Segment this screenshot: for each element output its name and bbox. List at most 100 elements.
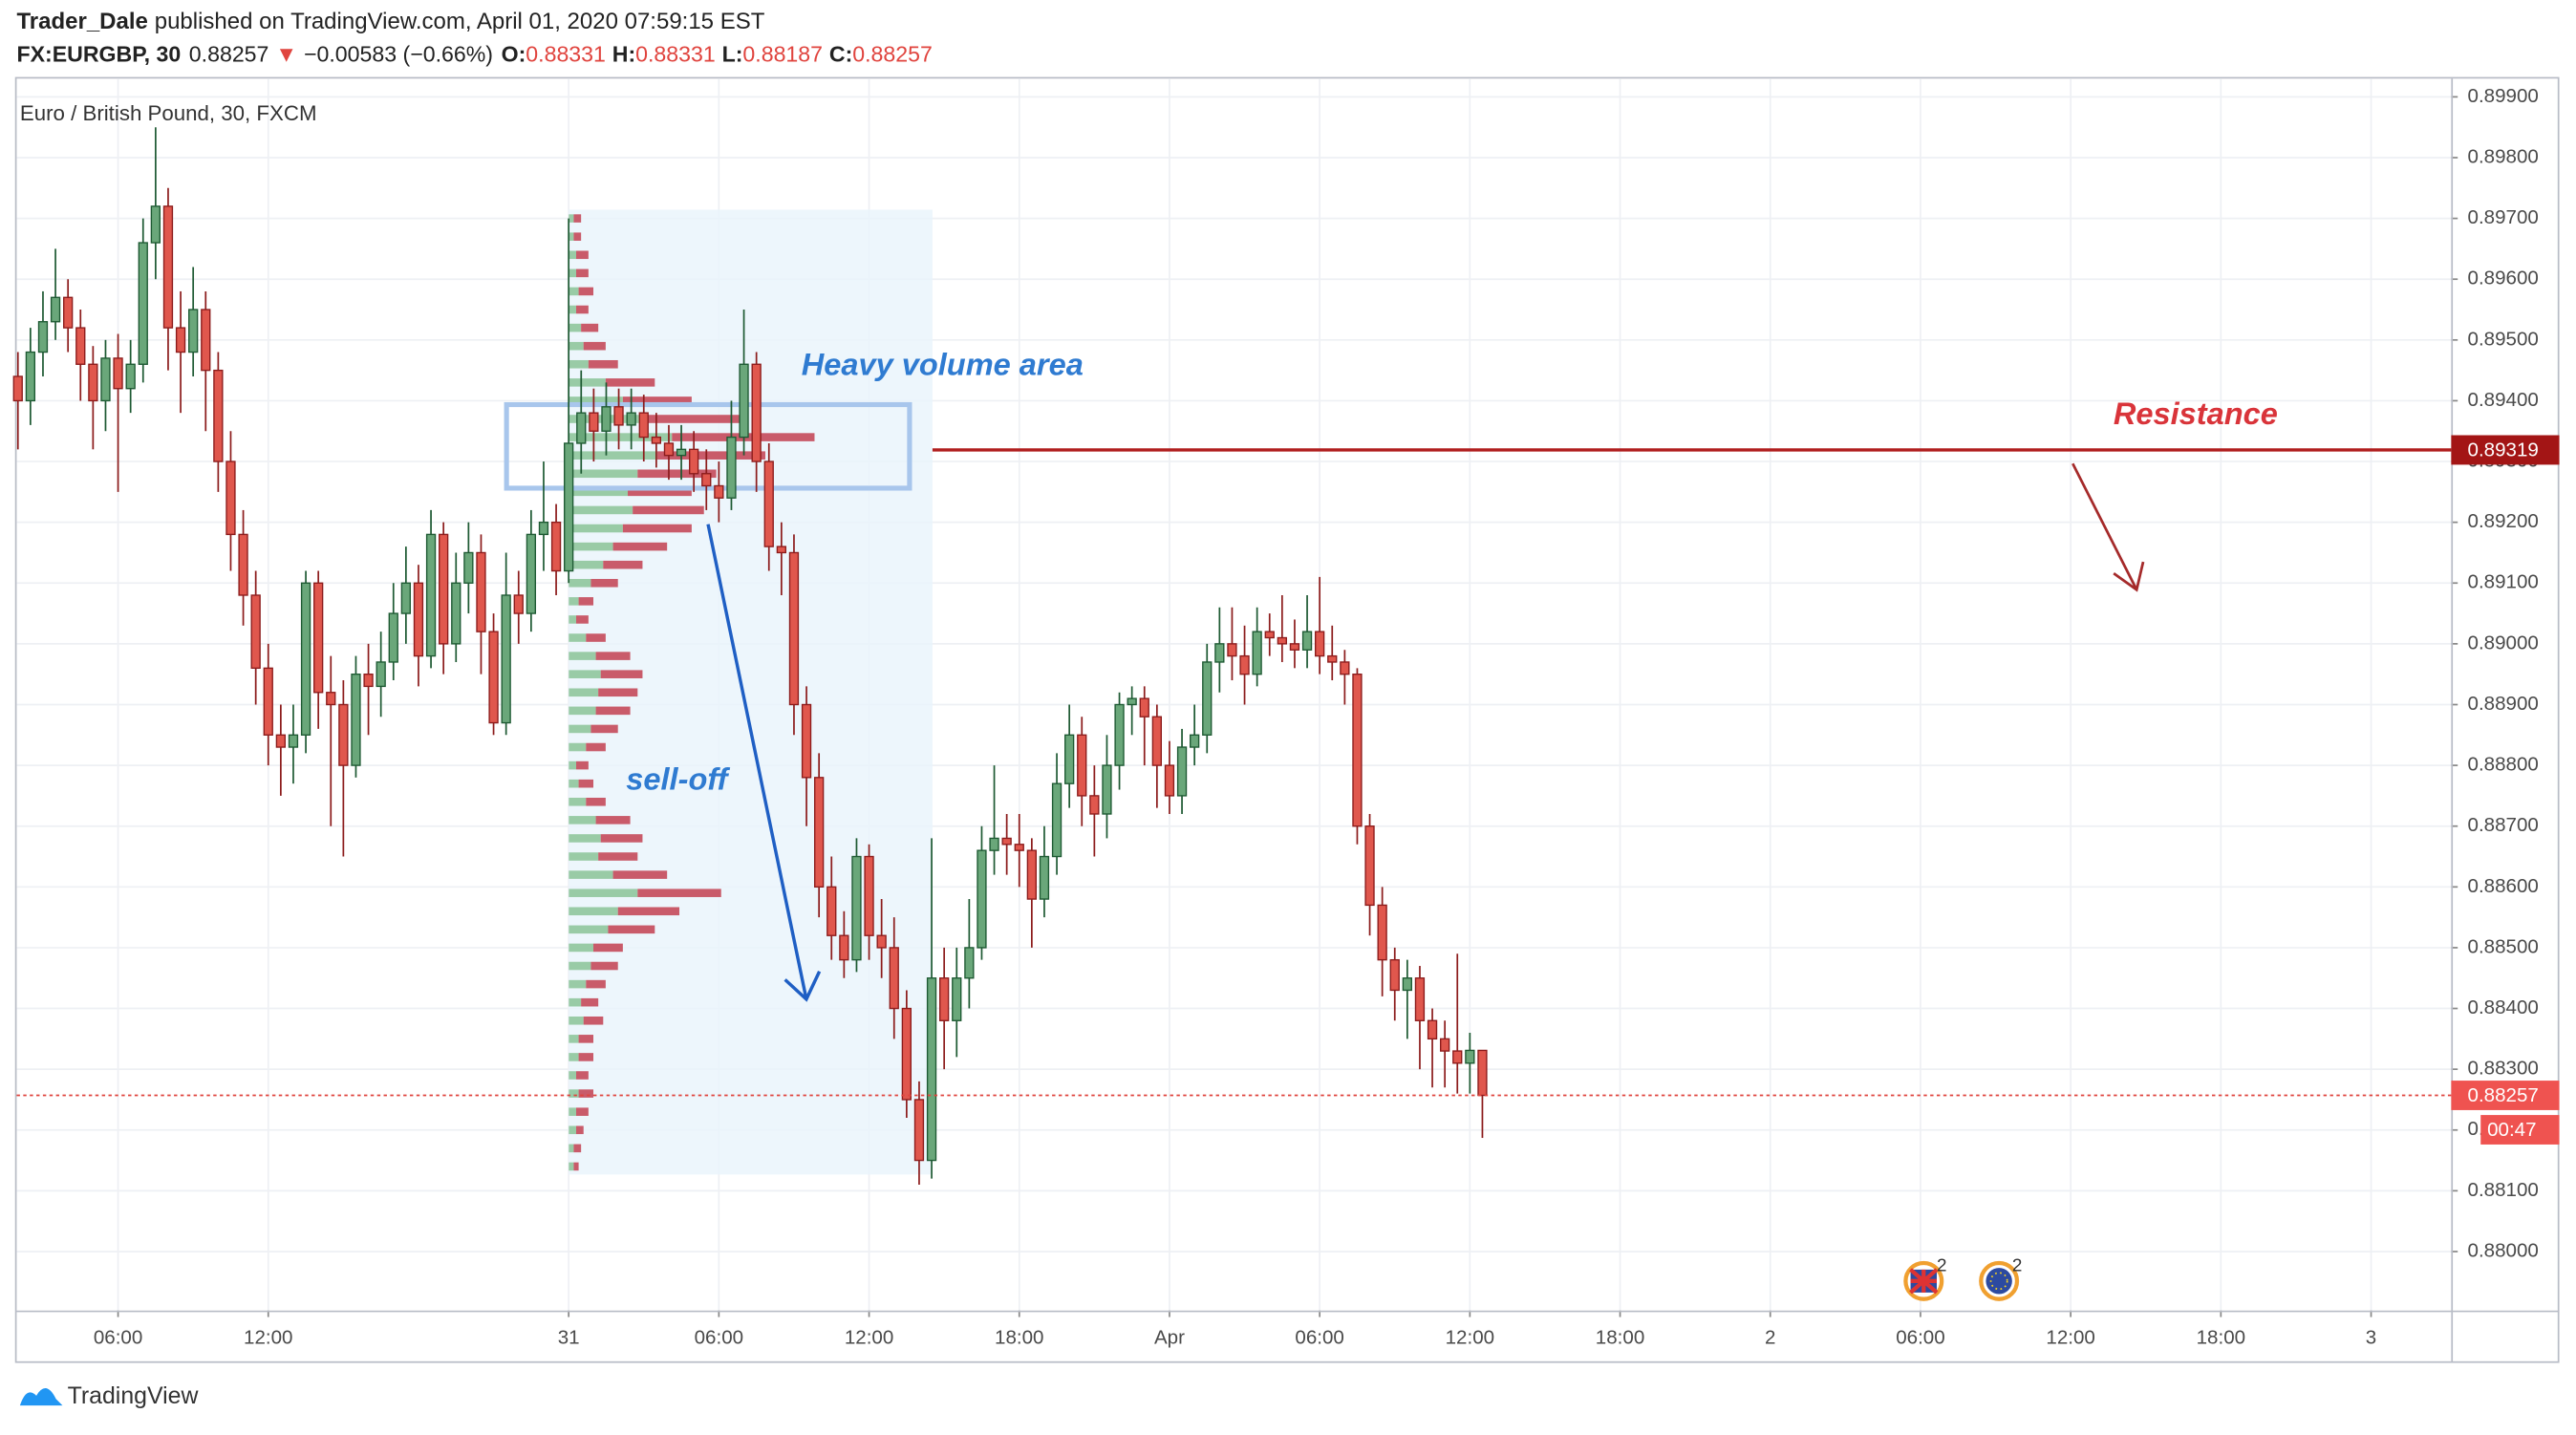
profile-down [583, 341, 606, 351]
y-tick-label: 0.88300 [2468, 1058, 2539, 1080]
x-tick-label: 3 [2366, 1326, 2376, 1348]
profile-down [642, 415, 741, 423]
profile-down [581, 997, 599, 1007]
last-price: 0.88257 [189, 41, 269, 66]
profile-up [569, 578, 591, 588]
candle-body [1139, 697, 1149, 718]
candle-body [1465, 1049, 1475, 1064]
profile-down [612, 870, 668, 879]
candle-body [801, 703, 812, 779]
candle-body [689, 448, 699, 475]
profile-down [600, 834, 643, 843]
x-tick-label: 06:00 [94, 1326, 142, 1348]
y-tick-label: 0.88000 [2468, 1239, 2539, 1261]
y-tick-label: 0.89900 [2468, 85, 2539, 107]
candle-body [1427, 1019, 1438, 1040]
profile-up [569, 341, 584, 351]
profile-up [569, 524, 623, 533]
candle-body [864, 855, 874, 936]
candle-body [1014, 844, 1024, 851]
candle-body [1164, 764, 1175, 797]
x-tick-label: 31 [558, 1326, 580, 1348]
candle-body [388, 612, 398, 663]
y-tick-label: 0.89000 [2468, 632, 2539, 653]
y-tick-label: 0.88400 [2468, 996, 2539, 1018]
profile-down [588, 359, 618, 369]
y-tick-label: 0.89200 [2468, 510, 2539, 532]
profile-down [590, 724, 618, 734]
profile-down [578, 597, 594, 606]
candle-body [225, 460, 236, 536]
x-tick-label: Apr [1154, 1326, 1185, 1348]
overlay: 0.89319 0.88257 00:47 [16, 435, 2560, 1145]
x-tick-label: 12:00 [2046, 1326, 2094, 1348]
ohlc-value: 0.88331 [526, 41, 606, 66]
profile-up [569, 505, 633, 515]
candle-body [1277, 636, 1287, 645]
candle-body [439, 533, 449, 645]
candle-body [113, 357, 123, 390]
profile-up [569, 597, 579, 606]
candle-body [638, 412, 649, 439]
resistance-arrow [2072, 462, 2145, 592]
profile-up [569, 232, 574, 241]
x-tick-label: 12:00 [244, 1326, 292, 1348]
publish-line: Trader_Dale published on TradingView.com,… [16, 9, 764, 34]
y-tick-label: 0.89800 [2468, 145, 2539, 167]
profile-up [569, 997, 582, 1007]
ohlc-value: 0.88257 [852, 41, 933, 66]
profile-down [573, 232, 582, 241]
profile-up [569, 834, 601, 843]
profile-up [569, 1162, 574, 1171]
profile-up [569, 979, 587, 989]
profile-up [569, 1125, 577, 1135]
candle-body [1289, 643, 1300, 651]
candle-body [125, 363, 136, 390]
chart-frame [14, 76, 2560, 1363]
candle-body [701, 473, 712, 487]
candle-body [1176, 746, 1188, 797]
event-count: 2 [1937, 1254, 1947, 1274]
candle-body [1477, 1049, 1488, 1097]
profile-up [569, 1089, 579, 1098]
candle-body [714, 484, 724, 499]
candle-body [550, 521, 562, 572]
candle-body [826, 886, 837, 936]
profile-up [569, 396, 623, 405]
profile-up [569, 1071, 577, 1080]
x-tick-label: 06:00 [695, 1326, 743, 1348]
x-tick-label: 12:00 [1446, 1326, 1494, 1348]
profile-up [569, 943, 594, 953]
profile-down [600, 670, 643, 678]
profile-down [622, 396, 692, 405]
candle-body [913, 1099, 925, 1162]
profile-down [578, 1089, 594, 1098]
volume-area-box [504, 401, 912, 491]
profile-down [586, 979, 606, 989]
candle-body [100, 357, 111, 402]
candle-body [1102, 764, 1112, 815]
profile-down [595, 652, 631, 660]
y-tick-label: 0.89600 [2468, 268, 2539, 289]
candle-body [1064, 734, 1075, 784]
x-tick-label: 18:00 [2197, 1326, 2245, 1348]
profile-down [595, 816, 631, 825]
resistance-tag-label: 0.89319 [2468, 439, 2539, 460]
candle-body [763, 460, 774, 547]
profile-up [569, 779, 579, 788]
candle-body [1127, 697, 1137, 706]
countdown-tag [2480, 1115, 2560, 1145]
candle-body [601, 406, 612, 432]
candle-body [538, 521, 549, 536]
profile-down [628, 487, 692, 497]
candle-body [175, 327, 186, 353]
profile-down [576, 760, 589, 770]
profile-up [569, 560, 604, 569]
profile-up [569, 615, 577, 624]
candle-body [88, 363, 98, 402]
candle-body [589, 412, 599, 432]
profile-down [598, 852, 638, 861]
profile-up [569, 305, 577, 314]
profile-down [612, 542, 668, 551]
candle-body [451, 582, 462, 645]
